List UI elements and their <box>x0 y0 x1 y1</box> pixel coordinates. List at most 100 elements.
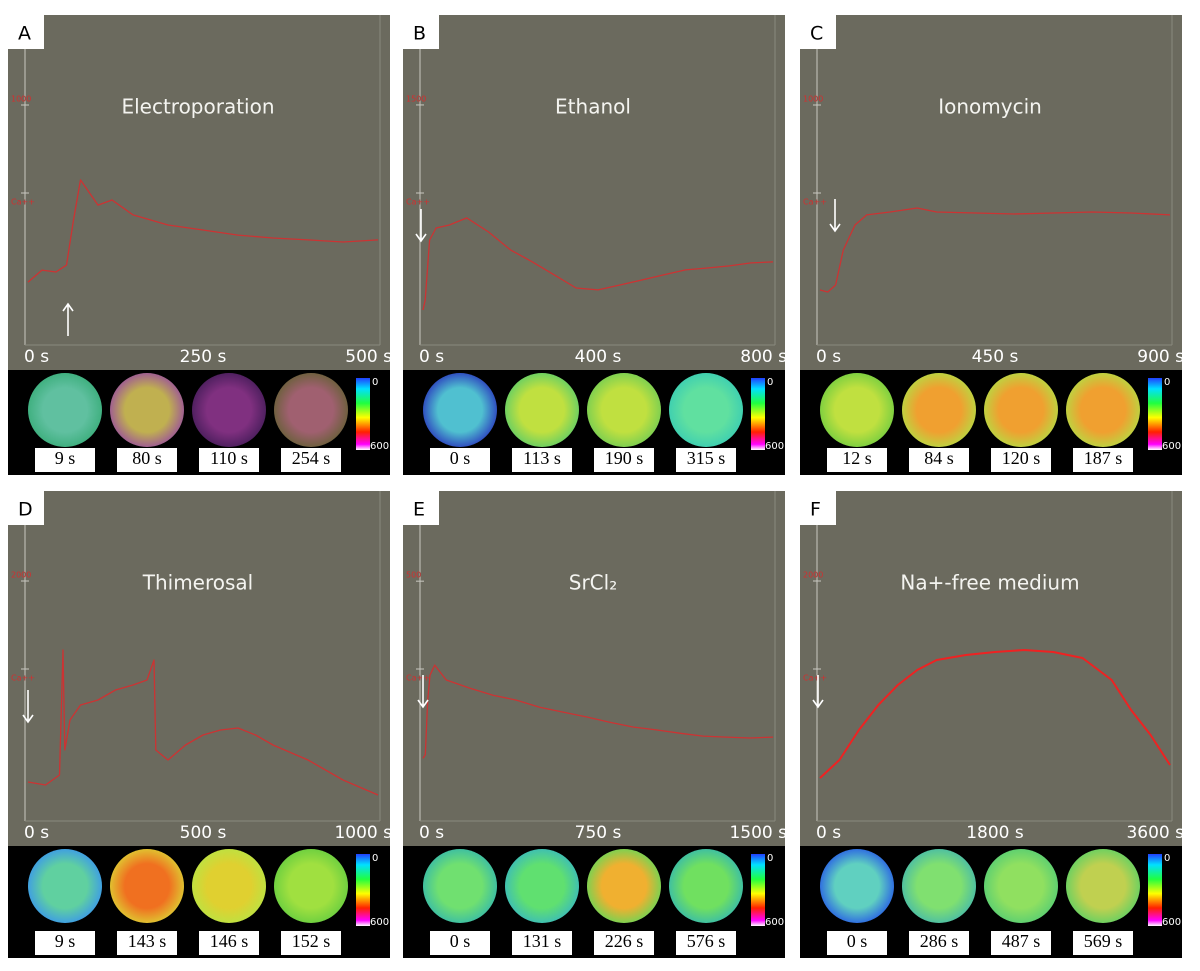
y-tick-label: 2000 <box>11 571 31 580</box>
x-tick-label: 500 s <box>180 823 227 843</box>
image-label-box <box>1073 931 1133 955</box>
colorbar-label: 0 <box>1164 377 1170 388</box>
image-label-box <box>117 931 177 955</box>
image-label-box <box>430 448 490 472</box>
cell-image <box>669 849 743 923</box>
y-tick-label: 500 <box>406 571 421 580</box>
cell-image <box>505 849 579 923</box>
colorbar-label: 600 <box>765 917 784 928</box>
cell-image <box>28 849 102 923</box>
panel-label: B <box>413 23 426 45</box>
cell-image <box>669 373 743 447</box>
cell-image <box>820 373 894 447</box>
x-tick-label: 800 s <box>740 347 787 367</box>
colorbar-label: 0 <box>767 377 773 388</box>
image-label-box <box>117 448 177 472</box>
image-label-box <box>281 448 341 472</box>
cell-image <box>902 373 976 447</box>
x-tick-label: 400 s <box>575 347 622 367</box>
trace-line <box>819 207 1171 293</box>
colorbar <box>356 854 370 926</box>
colorbar-label: 600 <box>765 441 784 452</box>
trace-line <box>422 217 774 311</box>
x-tick-label: 1800 s <box>966 823 1024 843</box>
image-label: 113 s <box>523 448 561 468</box>
x-tick-label: 500 s <box>345 347 392 367</box>
chart-title: Thimerosal <box>142 571 254 595</box>
image-label-box <box>594 931 654 955</box>
panel-label: A <box>18 23 31 45</box>
y-tick-label: 2000 <box>803 571 823 580</box>
panel-label-box <box>8 491 44 525</box>
x-tick-label: 0 s <box>816 347 841 367</box>
panel: 2000 Ca++ 0 s 500 s 1000 s D Thimerosal 9 s 143 … <box>8 491 392 958</box>
colorbar <box>1148 854 1162 926</box>
cell-image <box>505 373 579 447</box>
x-tick-label: 250 s <box>180 347 227 367</box>
plot-background <box>403 491 785 846</box>
plot-background <box>800 491 1182 846</box>
image-label: 0 s <box>450 931 471 951</box>
image-label: 80 s <box>132 448 162 468</box>
colorbar-label: 600 <box>370 917 389 928</box>
image-label-box <box>827 931 887 955</box>
y-axis-label: Ca++ <box>803 198 827 207</box>
panel: 1000 Ca++ 0 s 250 s 500 s A Electroporation 9 s… <box>8 15 392 475</box>
panel: 1000 Ca++ 0 s 450 s 900 s C Ionomycin 12 s 84 s 1… <box>800 15 1184 475</box>
arrow <box>417 675 429 709</box>
image-label: 131 s <box>523 931 562 951</box>
x-tick-label: 3600 s <box>1126 823 1184 843</box>
cell-image <box>1066 849 1140 923</box>
cell-image <box>820 849 894 923</box>
image-label: 190 s <box>605 448 644 468</box>
x-tick-label: 1000 s <box>334 823 392 843</box>
y-axis-label: Ca++ <box>11 198 35 207</box>
colorbar-label: 0 <box>1164 853 1170 864</box>
image-label: 110 s <box>210 448 248 468</box>
cell-image <box>984 373 1058 447</box>
image-label: 315 s <box>687 448 726 468</box>
cell-image <box>192 849 266 923</box>
cell-image <box>274 849 348 923</box>
image-label: 143 s <box>128 931 167 951</box>
panel-label: E <box>413 499 425 521</box>
image-label-box <box>1073 448 1133 472</box>
cell-image <box>587 373 661 447</box>
image-label: 120 s <box>1002 448 1041 468</box>
y-axis-label: Ca++ <box>406 674 430 683</box>
colorbar <box>1148 378 1162 450</box>
image-label: 286 s <box>920 931 959 951</box>
cell-image <box>110 849 184 923</box>
image-label: 84 s <box>924 448 954 468</box>
image-label-box <box>909 931 969 955</box>
panel: 1500 Ca++ 0 s 400 s 800 s B Ethanol 0 s 113 s 190… <box>403 15 787 475</box>
y-tick-label: 1500 <box>406 94 426 103</box>
panel-label-box <box>800 15 836 49</box>
arrow <box>62 302 74 336</box>
image-label-box <box>35 931 95 955</box>
image-label: 9 s <box>55 931 76 951</box>
x-tick-label: 0 s <box>419 823 444 843</box>
y-axis-label: Ca++ <box>803 674 827 683</box>
panel: 500 Ca++ 0 s 750 s 1500 s E SrCl₂ 0 s 131 s 226 s… <box>403 491 787 958</box>
trace-line <box>27 179 379 283</box>
panel-label-box <box>800 491 836 525</box>
image-label-box <box>827 448 887 472</box>
plot-background <box>8 491 390 846</box>
trace-line <box>819 649 1171 779</box>
x-tick-label: 0 s <box>419 347 444 367</box>
colorbar-label: 0 <box>372 377 378 388</box>
cell-image <box>28 373 102 447</box>
arrow <box>22 690 34 724</box>
image-label: 0 s <box>450 448 471 468</box>
colorbar-label: 0 <box>767 853 773 864</box>
cell-image <box>587 849 661 923</box>
chart-title: SrCl₂ <box>569 571 617 595</box>
chart-title: Electroporation <box>121 95 274 119</box>
image-label-box <box>281 931 341 955</box>
arrow <box>812 675 824 709</box>
image-label-box <box>430 931 490 955</box>
image-label-box <box>594 448 654 472</box>
image-label-box <box>676 448 736 472</box>
plot-background <box>403 15 785 370</box>
